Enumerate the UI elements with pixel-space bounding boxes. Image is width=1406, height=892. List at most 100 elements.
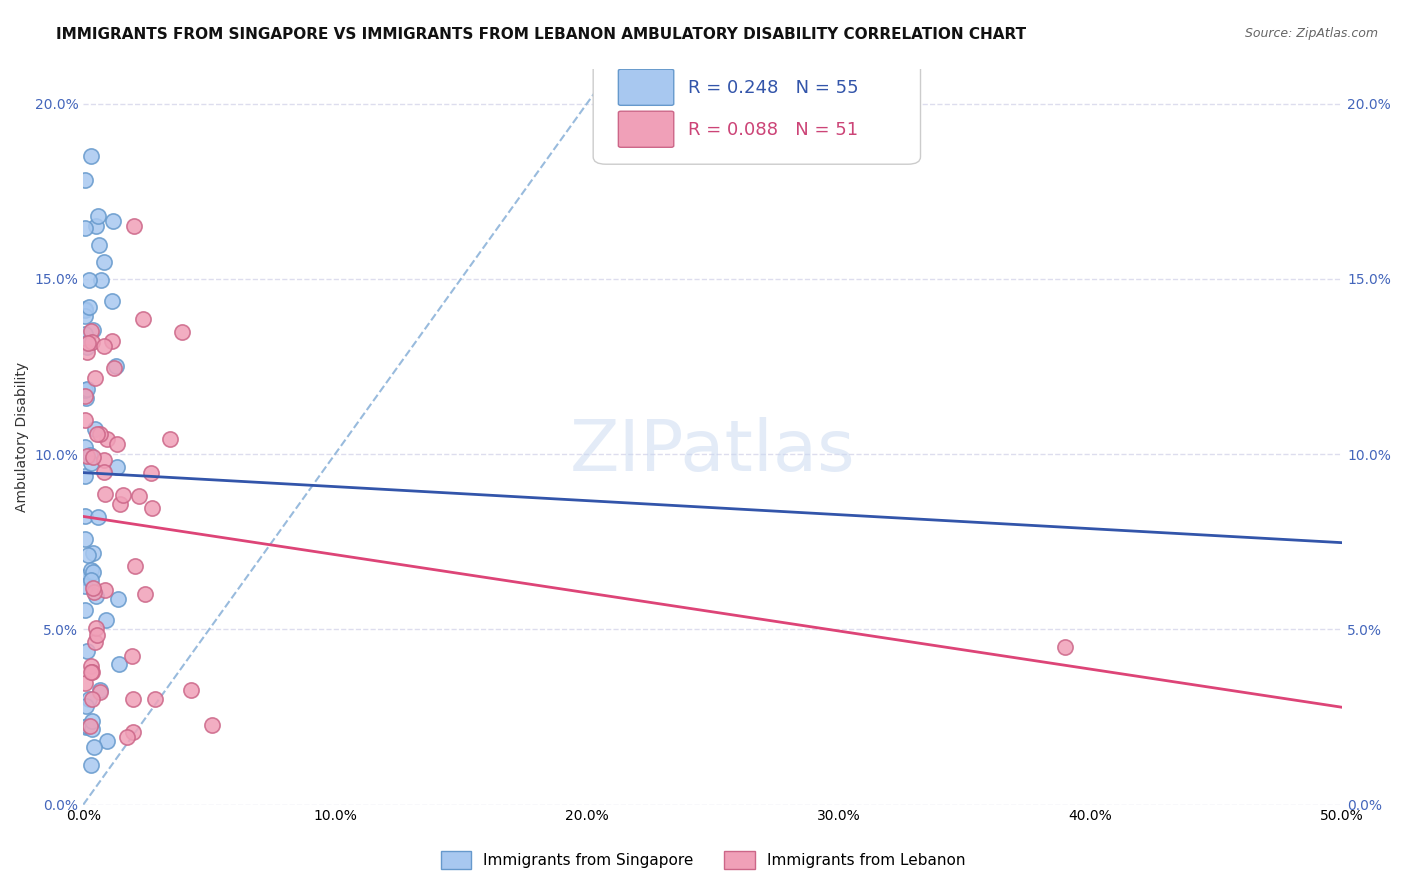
Point <box>100 334 122 348</box>
Point <box>79 719 101 733</box>
Point <box>89 682 111 697</box>
Point <box>139 466 162 480</box>
Point <box>80 665 103 680</box>
Point <box>83 635 105 649</box>
Point <box>82 722 104 736</box>
Point <box>80 334 103 349</box>
Text: R = 0.248   N = 55: R = 0.248 N = 55 <box>688 79 858 97</box>
Point <box>122 724 145 739</box>
Point <box>73 469 96 483</box>
Point <box>84 219 107 234</box>
Point <box>132 312 155 326</box>
FancyBboxPatch shape <box>619 70 673 105</box>
Point <box>128 489 150 503</box>
Point <box>100 293 122 308</box>
Point <box>87 509 110 524</box>
Point <box>77 548 100 562</box>
Point <box>80 665 103 679</box>
Point <box>76 345 98 359</box>
Point <box>124 558 146 573</box>
Point <box>87 209 110 223</box>
Point <box>93 255 115 269</box>
Point <box>80 456 103 470</box>
Point <box>103 361 125 376</box>
Point <box>89 427 111 442</box>
Point <box>94 613 117 627</box>
Point <box>93 465 115 479</box>
Point <box>115 731 138 745</box>
Point <box>145 691 167 706</box>
Point <box>82 581 104 595</box>
Point <box>73 413 96 427</box>
Point <box>83 585 105 599</box>
Point <box>107 592 129 607</box>
Point <box>77 335 100 350</box>
Point <box>82 450 104 464</box>
Point <box>73 602 96 616</box>
Point <box>75 699 97 714</box>
Text: Source: ZipAtlas.com: Source: ZipAtlas.com <box>1244 27 1378 40</box>
Point <box>103 213 125 227</box>
Point <box>76 719 98 733</box>
Point <box>73 570 96 584</box>
Point <box>93 339 115 353</box>
Point <box>80 149 103 163</box>
Point <box>82 546 104 560</box>
Point <box>84 589 107 603</box>
Point <box>84 371 107 385</box>
Point <box>89 685 111 699</box>
Point <box>87 238 110 252</box>
Point <box>73 309 96 323</box>
Point <box>111 488 134 502</box>
Point <box>75 327 97 342</box>
Point <box>94 487 117 501</box>
Point <box>83 422 105 436</box>
Point <box>93 452 115 467</box>
Point <box>105 437 128 451</box>
Point <box>94 582 117 597</box>
Point <box>86 427 108 442</box>
Point <box>84 621 107 635</box>
Point <box>76 644 98 658</box>
Point <box>79 448 101 462</box>
Point <box>75 220 97 235</box>
Point <box>180 683 202 698</box>
Point <box>83 739 105 754</box>
Point <box>82 322 104 336</box>
Point <box>122 691 145 706</box>
Point <box>86 628 108 642</box>
Text: R = 0.088   N = 51: R = 0.088 N = 51 <box>688 120 858 138</box>
Point <box>80 757 103 772</box>
Text: ZIPatlas: ZIPatlas <box>569 417 856 486</box>
Point <box>76 340 98 354</box>
Point <box>73 389 96 403</box>
Point <box>73 440 96 454</box>
Point <box>73 532 96 546</box>
Point <box>82 714 104 728</box>
FancyBboxPatch shape <box>619 112 673 147</box>
Point <box>200 718 222 732</box>
Point <box>75 720 97 734</box>
Point <box>159 433 181 447</box>
Point <box>75 173 97 187</box>
Point <box>107 657 129 672</box>
Point <box>122 219 145 234</box>
Point <box>96 734 118 748</box>
Point <box>1054 640 1077 654</box>
FancyBboxPatch shape <box>593 50 921 164</box>
Point <box>134 587 156 601</box>
Point <box>76 450 98 464</box>
Point <box>75 391 97 405</box>
Point <box>73 383 96 397</box>
Point <box>121 648 143 663</box>
Point <box>73 508 96 523</box>
Point <box>73 302 96 317</box>
Point <box>141 500 163 515</box>
Point <box>105 359 128 374</box>
Point <box>73 579 96 593</box>
Point <box>90 273 112 287</box>
Point <box>76 336 98 351</box>
Point <box>77 300 100 314</box>
Point <box>172 325 194 339</box>
Point <box>77 273 100 287</box>
